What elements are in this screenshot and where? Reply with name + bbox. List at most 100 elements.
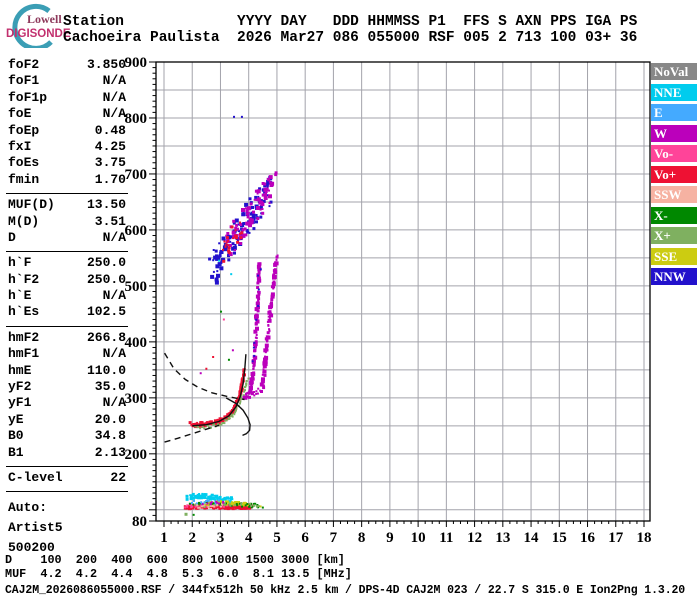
legend-item-noval: NoVal xyxy=(651,63,697,80)
es-magenta xyxy=(201,500,225,506)
svg-text:8: 8 xyxy=(358,530,366,546)
svg-text:2: 2 xyxy=(188,530,196,546)
param-label: B1 xyxy=(8,444,24,460)
param-label: foE xyxy=(8,106,32,122)
param-row: D N/A xyxy=(6,230,128,246)
svg-text:14: 14 xyxy=(524,530,540,546)
param-row: hmE 110.0 xyxy=(6,363,128,379)
legend-item-sse: SSE xyxy=(651,247,697,265)
muf-values-row: MUF 4.2 4.2 4.4 4.8 5.3 6.0 8.1 13.5 [MH… xyxy=(5,567,352,581)
param-label: yE xyxy=(8,411,24,427)
f-branch-base-magenta xyxy=(242,387,263,400)
param-label: foF2 xyxy=(8,57,40,72)
legend-item-nnw: NNW xyxy=(651,268,697,285)
param-value: N/A xyxy=(102,229,126,245)
lowell-digisonde-logo: Lowell DIGISONDE xyxy=(6,3,71,48)
logo-line2: DIGISONDE xyxy=(6,28,71,40)
param-row: foF2 3.850 xyxy=(6,57,128,73)
param-label: M(D) xyxy=(8,213,40,229)
artist-version: Artist5 xyxy=(8,520,63,535)
param-label: fxI xyxy=(8,138,32,154)
param-label: fmin xyxy=(8,171,40,187)
param-row: hmF1 N/A xyxy=(6,346,128,362)
f-branch-left-magenta xyxy=(248,262,262,394)
es-cyan xyxy=(185,492,234,504)
artist-code: 500200 xyxy=(8,540,55,555)
param-value: 3.75 xyxy=(94,155,126,171)
param-label: h`F2 xyxy=(8,271,40,287)
param-value: 2.13 xyxy=(94,444,126,460)
param-row: B1 2.13 xyxy=(6,445,128,461)
param-row: h`Es 102.5 xyxy=(6,304,128,320)
param-label: MUF(D) xyxy=(8,197,55,213)
f-branch-blue-sprinkle xyxy=(251,268,262,363)
f-trace-x-plus-green xyxy=(194,377,250,430)
param-label: h`E xyxy=(8,288,32,304)
svg-text:13: 13 xyxy=(495,530,510,546)
param-value: 3.51 xyxy=(94,213,126,229)
direction-color-legend: NoVal NNE E W Vo- Vo+ SSW X- X+ SSE NNW xyxy=(651,63,697,289)
param-row: h`F2 250.0 xyxy=(6,272,128,288)
svg-text:4: 4 xyxy=(245,530,253,546)
tangent-hook-solid xyxy=(225,397,251,437)
param-value: N/A xyxy=(102,346,126,362)
param-label: foEp xyxy=(8,122,40,138)
logo-arc-icon xyxy=(12,3,53,48)
param-row: fmin 1.70 xyxy=(6,172,128,188)
axis-ticks xyxy=(149,61,645,527)
svg-text:12: 12 xyxy=(467,530,482,546)
param-row: C-level 22 xyxy=(6,470,128,486)
param-value: 250.0 xyxy=(86,255,126,271)
second-hop-magenta xyxy=(225,173,278,257)
es-blue xyxy=(191,499,220,505)
second-hop-blue xyxy=(208,176,273,285)
param-value: 0.48 xyxy=(94,122,126,138)
param-row: hmF2 266.8 xyxy=(6,330,128,346)
svg-text:7: 7 xyxy=(330,530,338,546)
logo-line1: Lowell xyxy=(27,12,62,26)
legend-item-x: X- xyxy=(651,206,697,224)
param-value: N/A xyxy=(102,89,126,105)
svg-text:17: 17 xyxy=(608,530,624,546)
param-value: 250.0 xyxy=(86,271,126,287)
param-value: 20.0 xyxy=(94,411,126,427)
es-red xyxy=(183,503,253,511)
es-green xyxy=(195,502,260,508)
param-value: 35.0 xyxy=(94,379,126,395)
svg-text:9: 9 xyxy=(386,530,394,546)
param-row: foF1 N/A xyxy=(6,73,128,89)
second-hop-red xyxy=(222,221,244,263)
panel-divider xyxy=(6,465,128,467)
scaled-parameters-panel: foF2 3.850 foF1 N/A foF1p N/A foE N/A foEp 0.48 fx… xyxy=(6,57,128,495)
es-darkgreen xyxy=(188,501,260,509)
param-label: h`F xyxy=(8,255,32,271)
legend-item-ssw: SSW xyxy=(651,186,697,203)
param-label: h`Es xyxy=(8,304,40,320)
param-value: 3.850 xyxy=(86,57,126,72)
param-label: hmF1 xyxy=(8,346,40,362)
es-yellow xyxy=(203,500,249,507)
param-row: h`E N/A xyxy=(6,288,128,304)
param-row: yE 20.0 xyxy=(6,412,128,428)
param-value: 1.70 xyxy=(94,171,126,187)
param-row: foEp 0.48 xyxy=(6,123,128,139)
param-label: C-level xyxy=(8,469,63,485)
svg-text:1: 1 xyxy=(160,530,168,546)
param-label: foEs xyxy=(8,155,40,171)
artist-fitted-trace-solid xyxy=(192,354,247,427)
plot-frame xyxy=(155,61,651,522)
panel-divider xyxy=(6,193,128,195)
panel-divider xyxy=(6,251,128,253)
param-label: foF1 xyxy=(8,73,40,89)
param-label: yF2 xyxy=(8,379,32,395)
param-row: yF2 35.0 xyxy=(6,379,128,395)
param-value: 13.50 xyxy=(86,197,126,213)
es-pink xyxy=(184,503,229,509)
svg-text:6: 6 xyxy=(301,530,309,546)
svg-text:5: 5 xyxy=(273,530,281,546)
es-salmon xyxy=(196,503,223,509)
param-value: N/A xyxy=(102,288,126,304)
legend-item-x: X+ xyxy=(651,227,697,244)
param-value: N/A xyxy=(102,395,126,411)
